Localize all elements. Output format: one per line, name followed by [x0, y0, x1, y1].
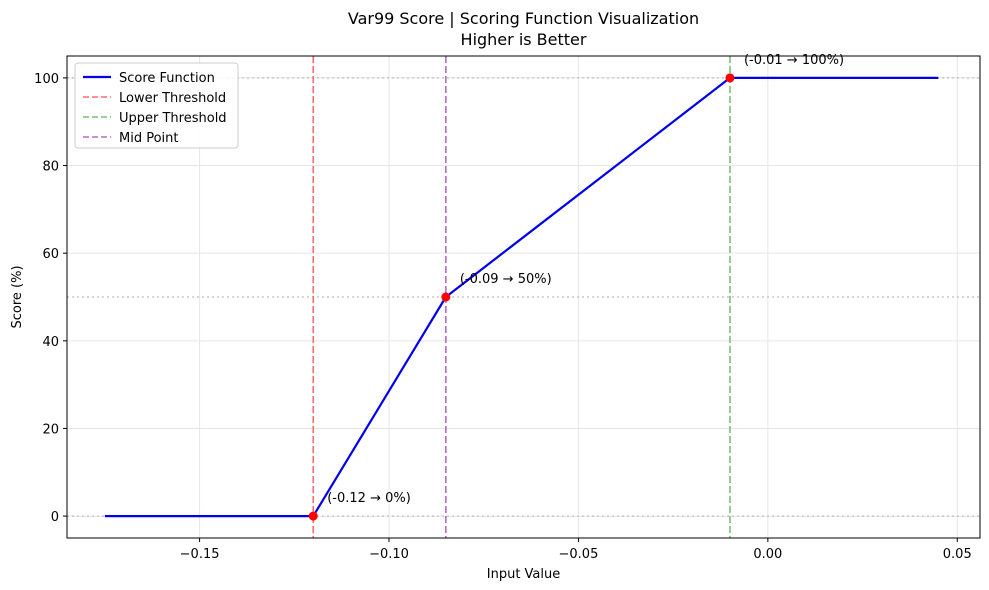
legend-box [74, 62, 239, 149]
x-tick-label: 0.05 [943, 547, 972, 562]
plot-frame [66, 55, 981, 539]
point-annotation: (-0.09 → 50%) [460, 272, 552, 287]
legend: Score Function Lower Threshold Upper Thres… [74, 62, 239, 149]
data-point-marker [441, 292, 451, 302]
data-point-marker [308, 511, 318, 521]
tick-layer: −0.15 −0.10 −0.05 0.00 0.05 0 20 40 60 80 100 [34, 72, 972, 562]
annotation-layer: (-0.12 → 0%) (-0.09 → 50%) (-0.01 → 100%) [327, 53, 844, 506]
point-annotation: (-0.01 → 100%) [744, 53, 844, 68]
y-tick-label: 60 [42, 247, 59, 262]
legend-label: Score Function [119, 71, 215, 86]
y-tick-label: 80 [42, 160, 59, 175]
x-tick-label: 0.00 [753, 547, 782, 562]
x-tick-label: −0.05 [559, 547, 599, 562]
legend-label: Lower Threshold [119, 91, 226, 106]
x-tick-label: −0.10 [369, 547, 409, 562]
y-tick-label: 20 [42, 422, 59, 437]
y-tick-label: 100 [34, 72, 59, 87]
legend-label: Mid Point [119, 131, 179, 146]
chart-title: Var99 Score | Scoring Function Visualiza… [348, 9, 699, 28]
y-tick-label: 40 [42, 335, 59, 350]
data-point-marker [725, 73, 735, 83]
x-tick-label: −0.15 [180, 547, 220, 562]
marker-layer [308, 73, 735, 521]
chart-subtitle: Higher is Better [461, 30, 587, 49]
point-annotation: (-0.12 → 0%) [327, 491, 411, 506]
y-tick-label: 0 [51, 510, 59, 525]
legend-label: Upper Threshold [119, 111, 227, 126]
x-axis-label: Input Value [487, 567, 561, 582]
y-axis-label: Score (%) [10, 265, 25, 328]
